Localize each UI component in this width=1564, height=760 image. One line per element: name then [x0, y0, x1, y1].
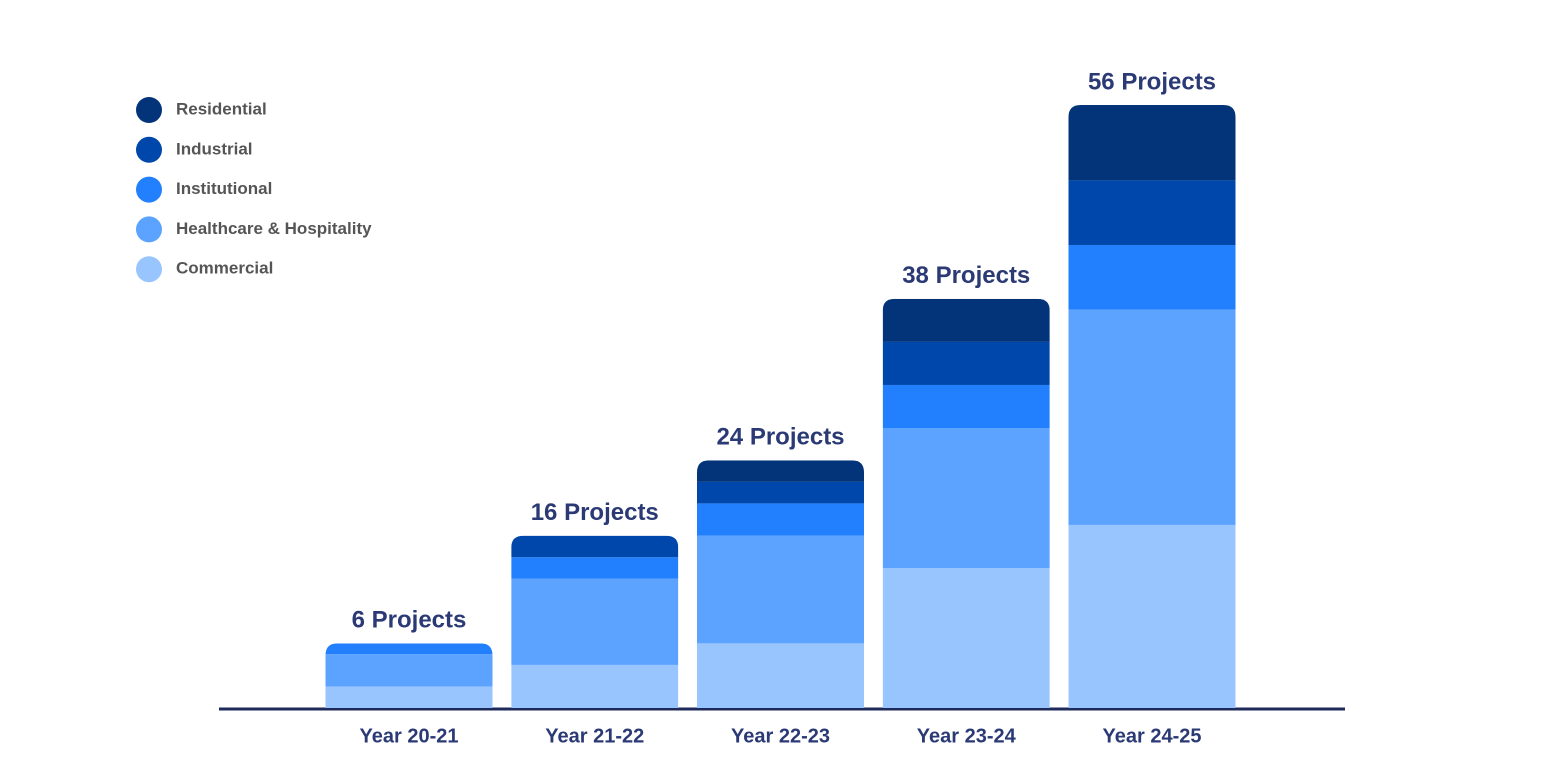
total-label: 56 Projects	[1088, 68, 1216, 95]
bar-stack	[325, 643, 493, 708]
x-tick-label: Year 24-25	[1103, 725, 1202, 747]
bar-segment	[697, 535, 864, 644]
bar-segment	[697, 460, 864, 482]
legend-label: Industrial	[176, 139, 253, 158]
bar-segment	[511, 578, 679, 665]
bar-segment	[697, 643, 864, 708]
legend-label: Residential	[176, 99, 267, 118]
legend-label: Institutional	[176, 179, 272, 198]
bar-segment	[1068, 180, 1236, 245]
total-label: 16 Projects	[531, 499, 659, 526]
bar-stack	[511, 535, 679, 708]
bar-segment	[882, 428, 1050, 569]
bar-stack	[882, 298, 1050, 708]
bar-segment	[325, 654, 493, 687]
x-tick-label: Year 20-21	[360, 725, 459, 747]
total-label: 38 Projects	[902, 262, 1030, 289]
legend-swatch	[136, 256, 162, 283]
bar-segment	[882, 341, 1050, 385]
legend-label: Healthcare & Hospitality	[176, 219, 372, 238]
legend-swatch	[136, 216, 162, 243]
bar-stack	[1068, 105, 1236, 708]
bar-segment	[511, 557, 679, 579]
bar-segment	[697, 481, 864, 504]
total-label: 24 Projects	[716, 424, 844, 451]
legend-label: Commercial	[176, 259, 273, 278]
bar-segment	[1068, 105, 1236, 181]
bar-stack	[697, 460, 864, 708]
bar-segment	[511, 535, 679, 558]
bar-segment	[325, 643, 493, 655]
x-tick-label: Year 21-22	[545, 725, 644, 747]
total-label: 6 Projects	[352, 607, 467, 634]
bar-segment	[511, 664, 679, 708]
bar-segment	[882, 568, 1050, 708]
legend-swatch	[136, 97, 162, 123]
bar-segment	[1068, 244, 1236, 310]
legend-swatch	[136, 176, 162, 203]
x-tick-label: Year 23-24	[917, 725, 1017, 747]
bar-segment	[697, 503, 864, 536]
bar-segment	[1068, 524, 1236, 708]
legend-swatch	[136, 136, 162, 163]
bar-segment	[1068, 309, 1236, 525]
bar-segment	[882, 298, 1050, 342]
bar-segment	[882, 384, 1050, 429]
x-tick-label: Year 22-23	[731, 725, 830, 747]
bar-segment	[325, 686, 493, 708]
